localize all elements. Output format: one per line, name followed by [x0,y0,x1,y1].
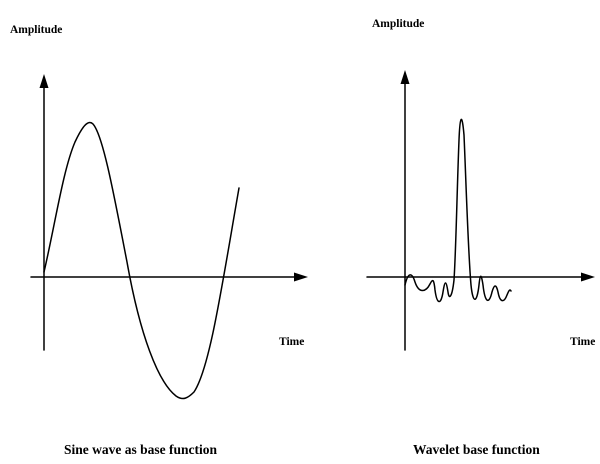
sine-y-axis-arrowhead [39,74,49,88]
wavelet-y-axis-label: Amplitude [372,18,424,30]
wavelet-curve [404,118,512,303]
sine-y-axis-label: Amplitude [10,24,62,36]
sine-wave-curve [43,121,240,400]
wavelet-x-axis-label: Time [570,336,595,348]
wavelet-panel: Amplitude Time Wavelet base function [366,18,595,457]
wavelet-x-axis-arrowhead [581,272,595,282]
wavelet-caption: Wavelet base function [413,442,540,457]
sine-x-axis-arrowhead [294,272,308,282]
sine-x-axis-label: Time [279,336,304,348]
sine-panel: Amplitude Time Sine wave as base functio… [10,24,308,457]
sine-caption: Sine wave as base function [64,442,218,457]
wavelet-y-axis-arrowhead [400,70,410,84]
